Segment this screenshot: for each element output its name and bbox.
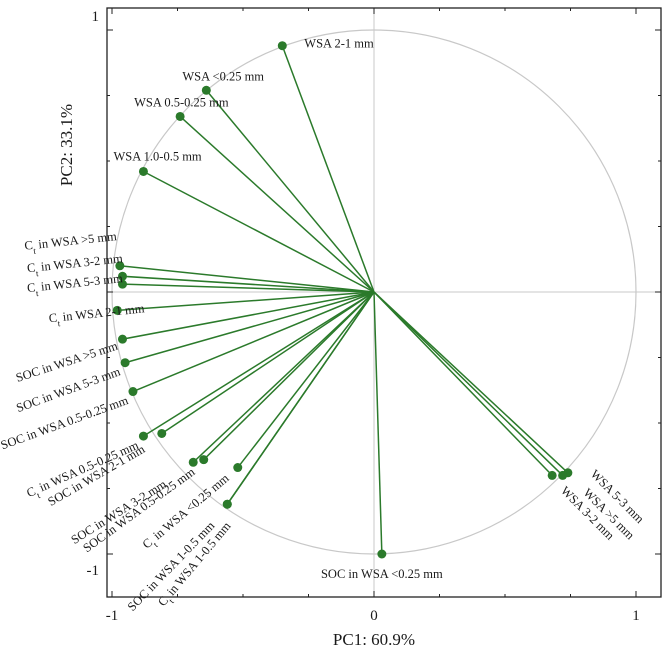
loading-point bbox=[547, 470, 557, 480]
loading-point bbox=[377, 549, 387, 559]
loading-vector bbox=[161, 291, 375, 435]
y-tick-label-neg1: -1 bbox=[87, 563, 100, 579]
loading-vector bbox=[205, 89, 375, 293]
loading-point bbox=[112, 305, 122, 315]
loading-label: WSA 1.0-0.5 mm bbox=[113, 149, 201, 163]
loading-point bbox=[222, 499, 232, 509]
loading-point bbox=[201, 85, 211, 95]
x-tick-label-0: 0 bbox=[370, 608, 378, 624]
loading-point bbox=[117, 279, 127, 289]
loading-label: Ct in WSA 5-3 mm bbox=[26, 271, 124, 299]
loading-label: WSA 0.5-0.25 mm bbox=[134, 95, 229, 109]
loading-point bbox=[277, 41, 287, 51]
loading-vector bbox=[124, 291, 375, 364]
loading-point bbox=[558, 470, 568, 480]
loading-label: Ct in WSA 0.5-0.25 mm bbox=[24, 438, 142, 504]
loading-point bbox=[175, 111, 185, 121]
loading-vector bbox=[373, 291, 553, 476]
loading-vector bbox=[117, 291, 375, 312]
loading-vector bbox=[143, 291, 375, 437]
plot-area: WSA 2-1 mm WSA <0.25 mm WSA 0.5-0.25 mm WSA… bbox=[0, 8, 661, 614]
loading-vector bbox=[122, 275, 375, 293]
x-tick-label-neg1: -1 bbox=[106, 608, 119, 624]
plot-frame bbox=[106, 7, 662, 598]
loading-vector bbox=[203, 291, 375, 461]
loading-point bbox=[157, 428, 167, 438]
loading-label: WSA <0.25 mm bbox=[182, 69, 264, 83]
loading-label: WSA 2-1 mm bbox=[304, 37, 374, 51]
x-tick-label-1: 1 bbox=[632, 608, 640, 624]
loading-point bbox=[115, 261, 125, 271]
loading-vector bbox=[373, 291, 569, 474]
loading-vector bbox=[281, 45, 375, 293]
loading-label: SOC in WSA <0.25 mm bbox=[321, 567, 443, 581]
loading-vector bbox=[122, 283, 375, 293]
y-axis-title: PC2: 33.1% bbox=[57, 104, 76, 186]
loading-point bbox=[233, 463, 243, 473]
loading-point bbox=[117, 271, 127, 281]
loading-vector bbox=[132, 291, 375, 393]
loading-vector bbox=[119, 265, 375, 293]
loading-label: Ct in WSA 2-1 mm bbox=[48, 301, 146, 329]
loading-vector bbox=[237, 291, 375, 468]
loading-vector bbox=[143, 170, 375, 293]
y-tick-label-1: 1 bbox=[92, 9, 100, 25]
loading-point bbox=[117, 334, 127, 344]
loading-point bbox=[188, 457, 198, 467]
loading-point bbox=[199, 455, 209, 465]
loading-vector bbox=[373, 291, 564, 476]
loading-vector bbox=[179, 115, 375, 293]
loading-point bbox=[128, 387, 138, 397]
loading-point bbox=[120, 358, 130, 368]
loading-vector bbox=[226, 291, 375, 505]
loading-vector bbox=[373, 291, 383, 555]
loading-point bbox=[138, 431, 148, 441]
loading-vector bbox=[122, 291, 375, 340]
x-axis-title: PC1: 60.9% bbox=[333, 630, 415, 649]
loading-point bbox=[138, 166, 148, 176]
loading-vector bbox=[192, 291, 375, 463]
